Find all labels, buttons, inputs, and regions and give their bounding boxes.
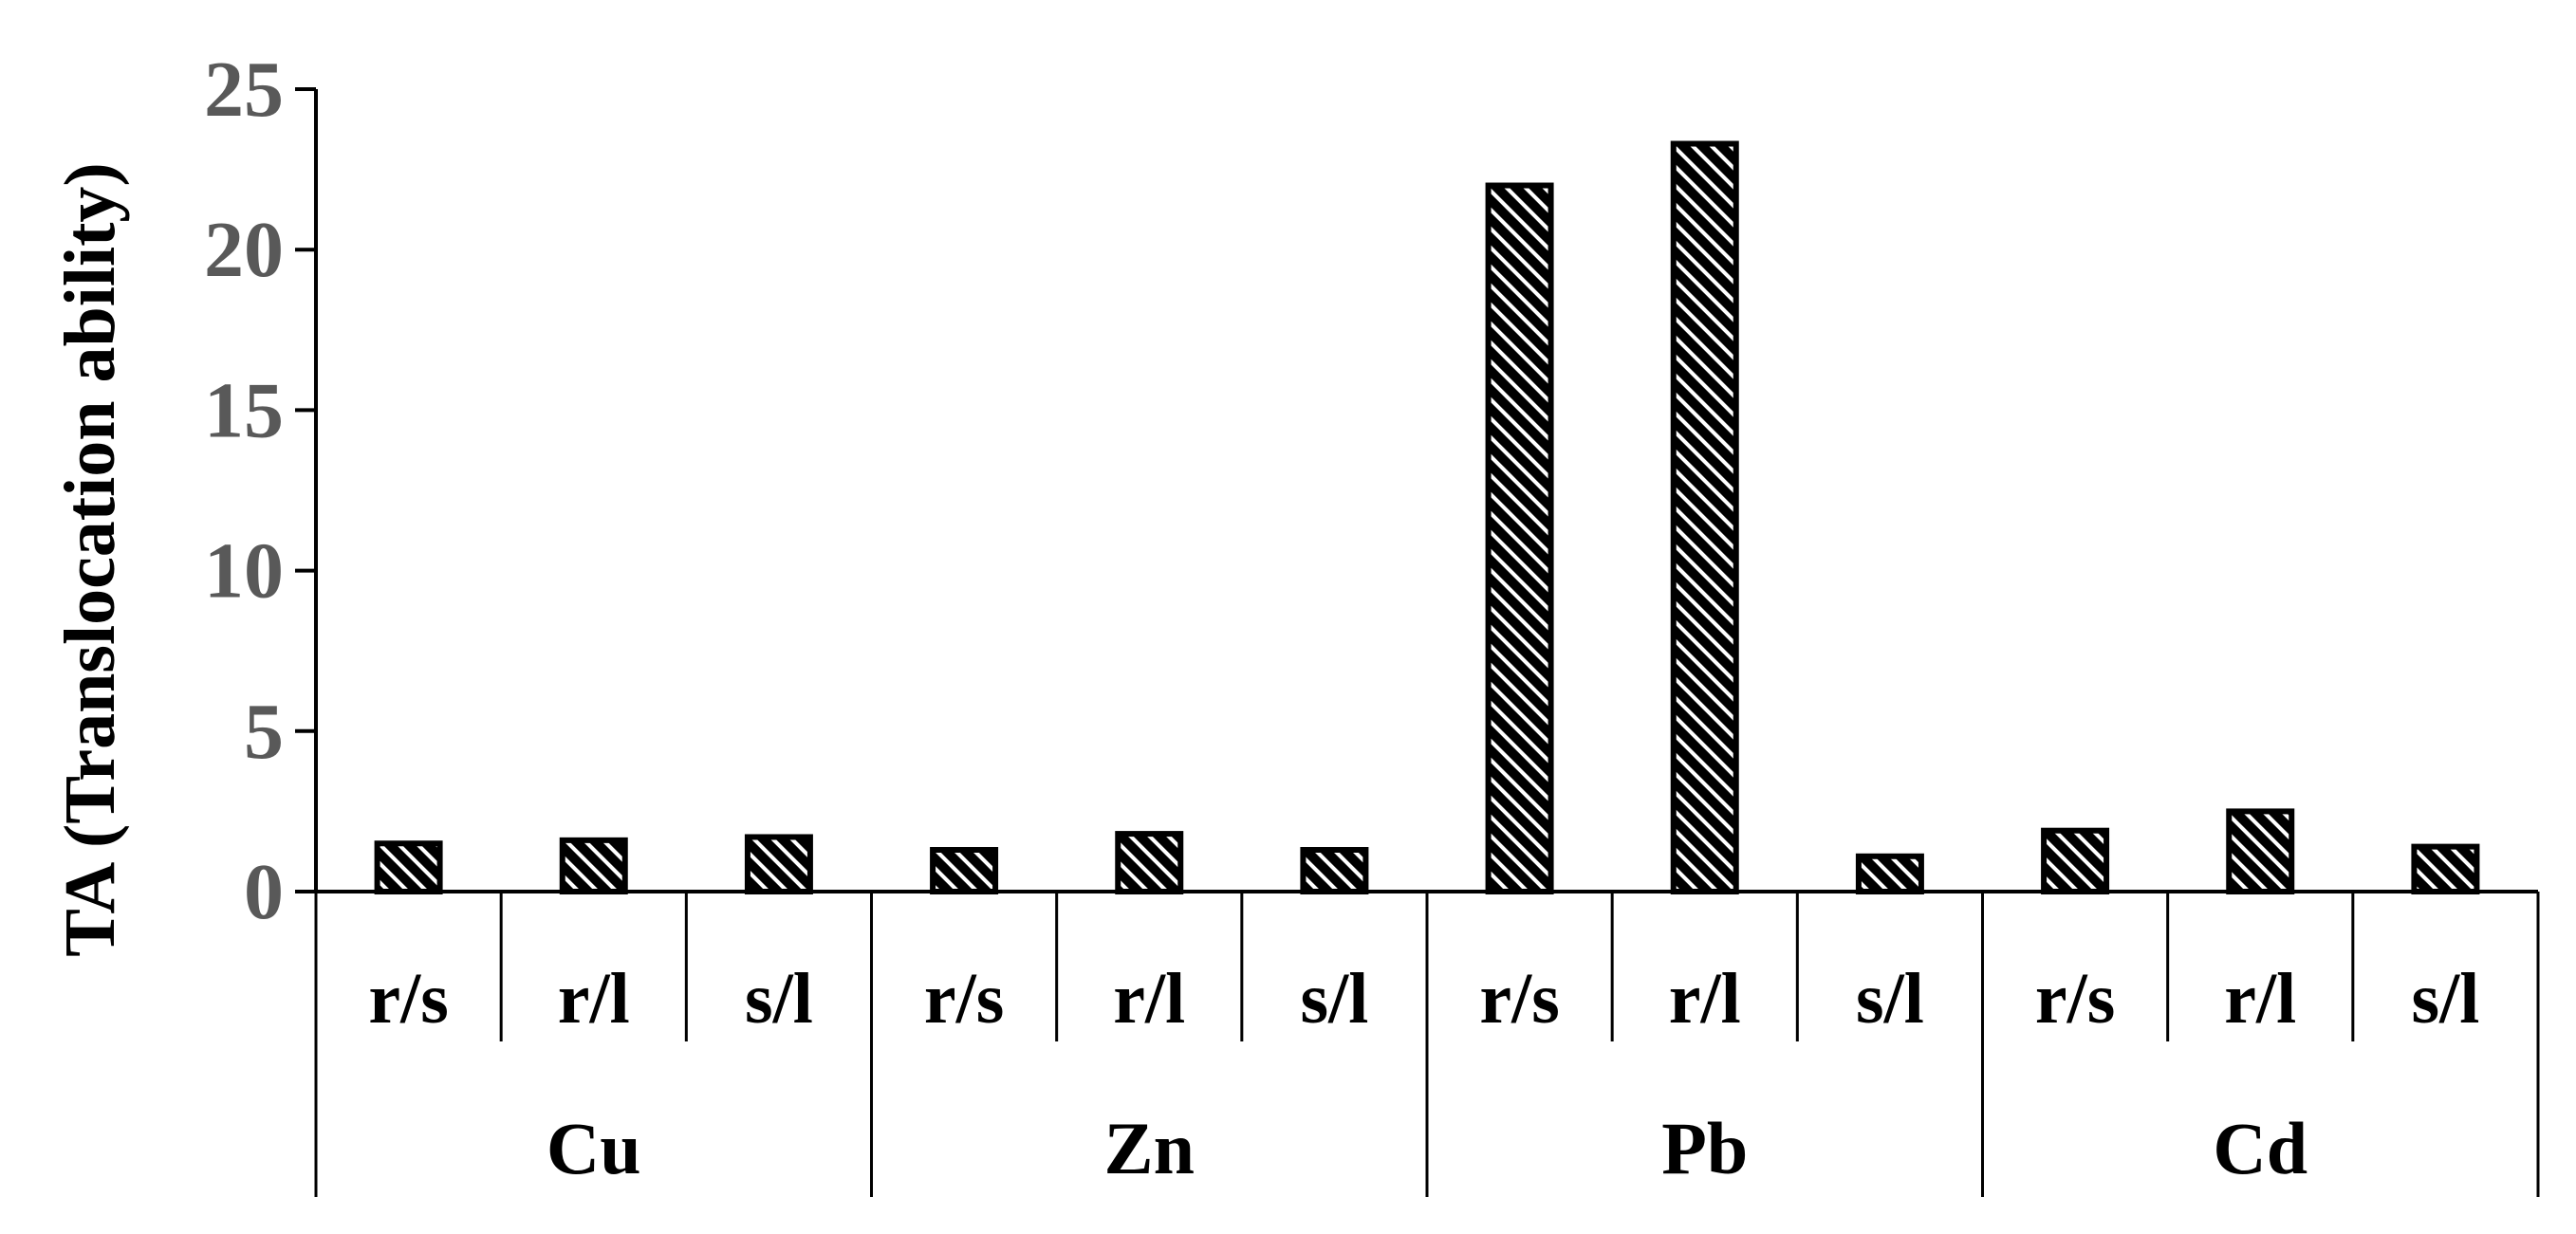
bar-zn-sl — [1300, 847, 1369, 894]
y-axis: 0 5 10 15 20 25 — [204, 46, 318, 936]
category-label: r/l — [2224, 959, 2296, 1039]
category-label: s/l — [1301, 959, 1369, 1039]
y-tick-label: 15 — [204, 366, 284, 454]
bar-pb-sl — [1855, 853, 1924, 894]
category-label: r/l — [558, 959, 630, 1039]
bar-cu-rs — [374, 840, 443, 894]
category-label: r/s — [924, 959, 1004, 1039]
y-tick-label: 5 — [244, 688, 284, 776]
category-label: r/s — [2035, 959, 2115, 1039]
category-label: r/l — [1669, 959, 1741, 1039]
group-label-cu: Cu — [547, 1107, 641, 1189]
y-tick-label: 25 — [204, 46, 284, 134]
group-label-zn: Zn — [1104, 1107, 1195, 1189]
y-tick-label: 10 — [204, 527, 284, 616]
bar-cd-rs — [2041, 827, 2110, 894]
category-label: r/s — [368, 959, 448, 1039]
category-label: s/l — [745, 959, 813, 1039]
category-label: s/l — [1856, 959, 1924, 1039]
bars — [374, 140, 2480, 895]
y-tick-label: 0 — [244, 848, 284, 936]
bar-zn-rs — [930, 847, 999, 894]
group-label-cd: Cd — [2213, 1107, 2307, 1189]
bar-pb-rs — [1485, 182, 1554, 894]
group-label-pb: Pb — [1661, 1107, 1748, 1189]
y-tick-label: 20 — [204, 206, 284, 294]
bar-cd-sl — [2411, 843, 2480, 895]
category-label: s/l — [2412, 959, 2480, 1039]
bar-cu-sl — [744, 834, 813, 894]
bar-pb-rl — [1670, 140, 1739, 894]
category-label: r/l — [1113, 959, 1185, 1039]
x-axis: r/s r/l s/l Cu r/s r/l s/l Zn r/s r/l s/l Pb r/s r/l s… — [314, 890, 2540, 1197]
bar-cu-rl — [559, 837, 628, 895]
bar-zn-rl — [1115, 831, 1184, 895]
y-axis-title: TA (Translocation ability) — [50, 162, 130, 956]
bar-cd-rl — [2226, 808, 2295, 895]
category-label: r/s — [1479, 959, 1559, 1039]
